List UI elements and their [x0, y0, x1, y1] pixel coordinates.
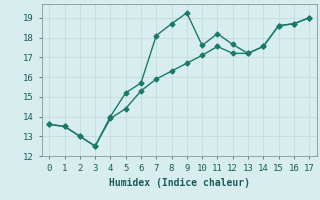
X-axis label: Humidex (Indice chaleur): Humidex (Indice chaleur) — [109, 178, 250, 188]
